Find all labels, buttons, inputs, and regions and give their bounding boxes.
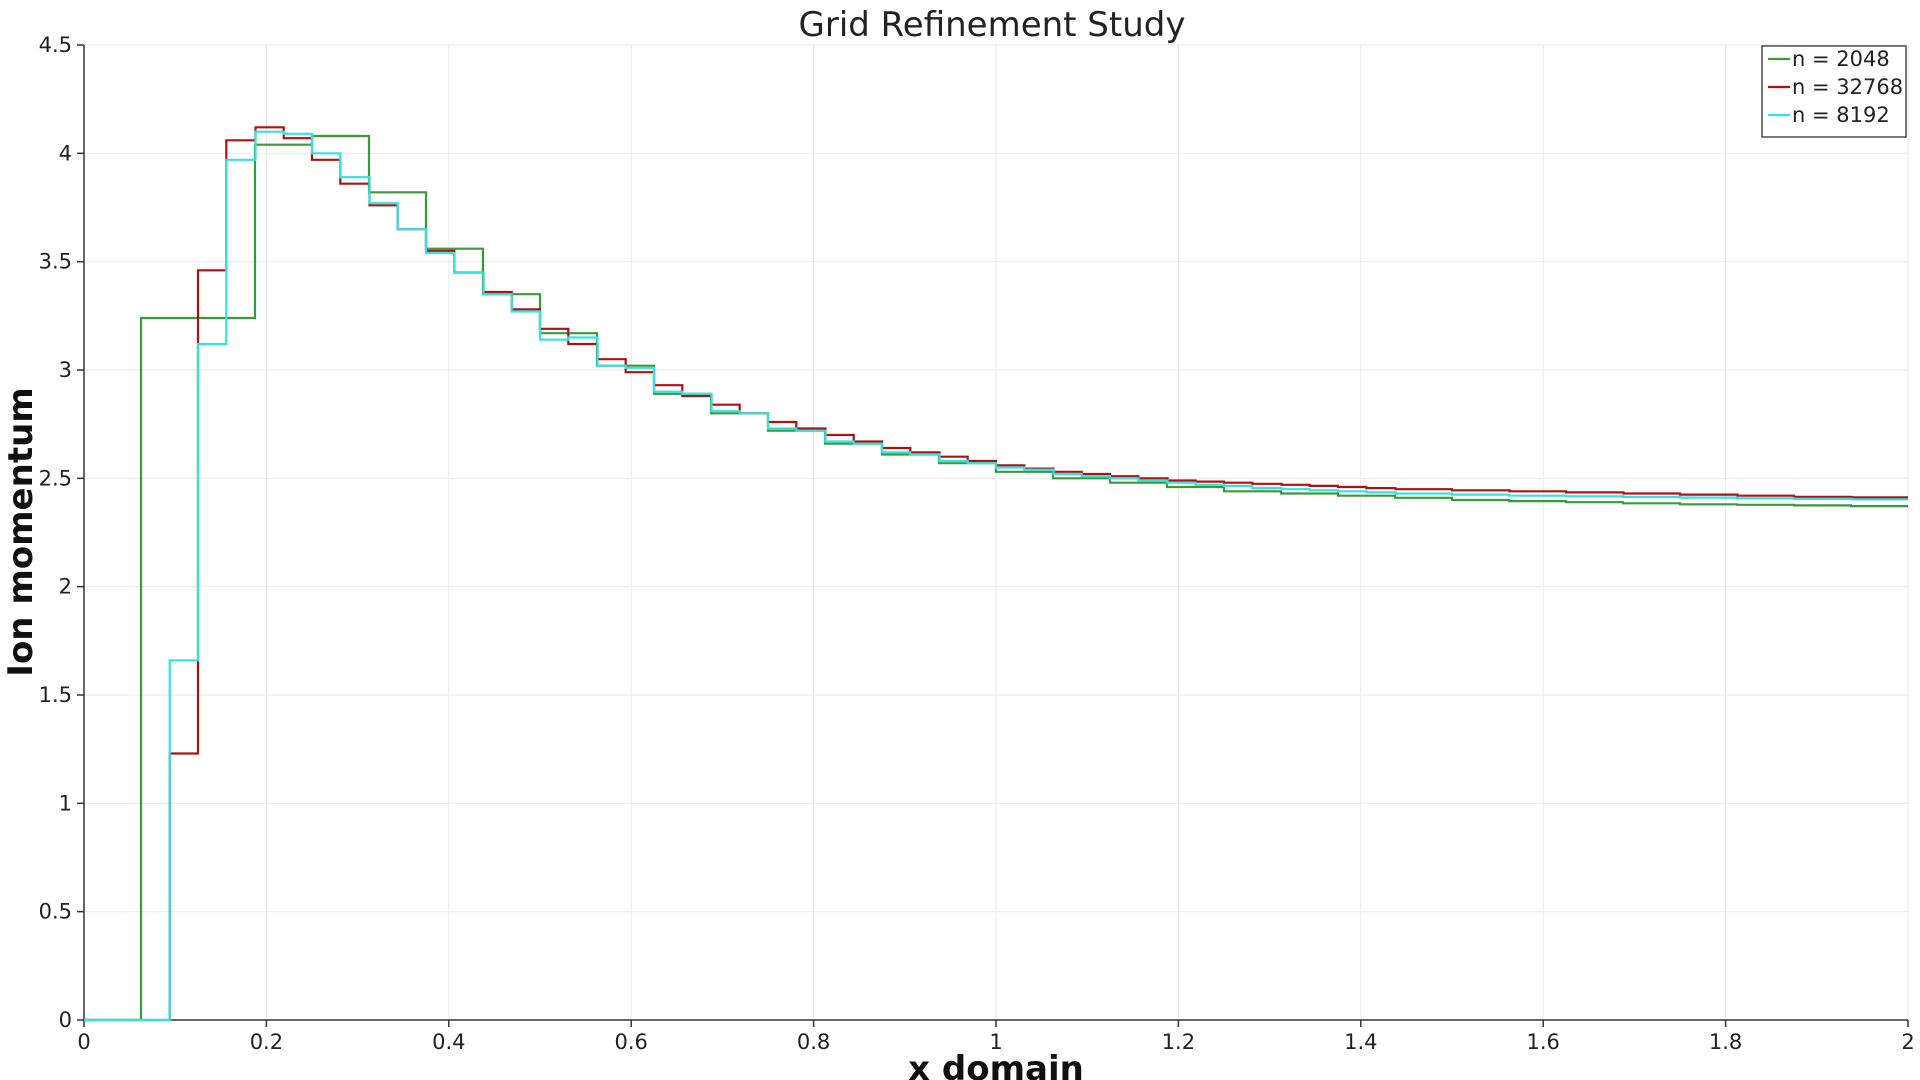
x-tick-label: 0.8 xyxy=(797,1030,830,1054)
x-tick-label: 0 xyxy=(77,1030,90,1054)
x-axis-label: x domain xyxy=(908,1049,1084,1080)
x-tick-label: 1.6 xyxy=(1526,1030,1559,1054)
legend-box xyxy=(1761,45,1907,138)
x-tick-label: 2 xyxy=(1901,1030,1914,1054)
y-axis-label: Ion momentum xyxy=(1,387,41,676)
chart-title: Grid Refinement Study xyxy=(799,5,1186,45)
x-tick-label: 0.4 xyxy=(432,1030,465,1054)
y-tick-label: 3.5 xyxy=(39,250,72,274)
y-ticks: 0 0.5 1 1.5 2 2.5 3 3.5 4 4.5 xyxy=(39,33,84,1032)
x-tick-label: 0.2 xyxy=(250,1030,283,1054)
legend-label: n = 2048 xyxy=(1792,47,1890,71)
series-line-3 xyxy=(84,130,1908,1022)
gridlines xyxy=(84,44,1909,1020)
series-lines xyxy=(84,126,1908,1022)
legend-label: n = 8192 xyxy=(1792,103,1890,127)
y-tick-label: 2 xyxy=(59,575,72,599)
y-tick-label: 4 xyxy=(59,141,72,165)
y-tick-label: 0.5 xyxy=(39,900,72,924)
y-tick-label: 2.5 xyxy=(39,466,72,490)
y-tick-label: 4.5 xyxy=(39,33,72,57)
x-tick-label: 1 xyxy=(989,1030,1002,1054)
x-tick-label: 1.4 xyxy=(1344,1030,1377,1054)
y-tick-label: 1 xyxy=(59,791,72,815)
legend: n = 2048 n = 32768 n = 8192 xyxy=(1761,45,1907,138)
legend-label: n = 32768 xyxy=(1792,75,1903,99)
x-tick-label: 1.8 xyxy=(1709,1030,1742,1054)
series-line-1 xyxy=(84,134,1908,1022)
x-tick-label: 0.6 xyxy=(614,1030,647,1054)
y-tick-label: 1.5 xyxy=(39,683,72,707)
y-tick-label: 0 xyxy=(59,1008,72,1032)
x-ticks: 0 0.2 0.4 0.6 0.8 1 1.2 1.4 1.6 1.8 2 xyxy=(77,1020,1915,1054)
y-tick-label: 3 xyxy=(59,358,72,382)
x-tick-label: 1.2 xyxy=(1162,1030,1195,1054)
